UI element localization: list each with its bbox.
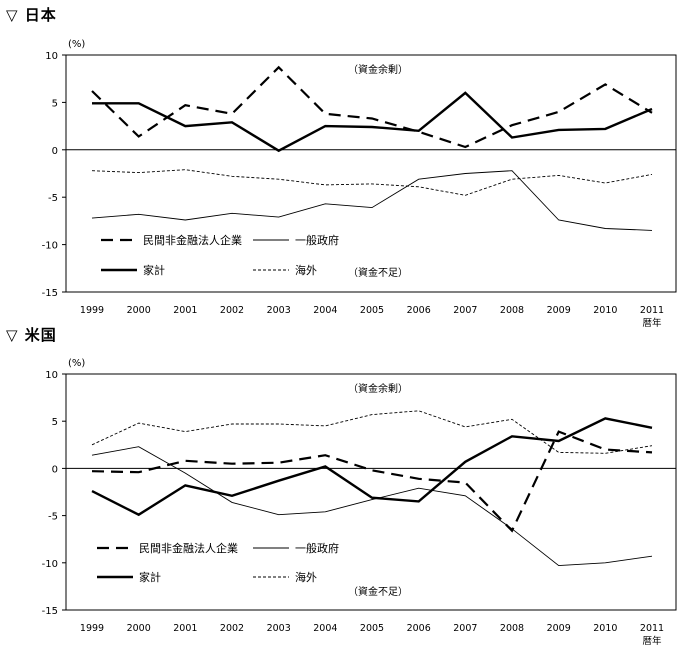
y-tick-label: -5 xyxy=(48,193,58,204)
series-line-us-0 xyxy=(91,430,653,533)
legend-label-japan-2: 家計 xyxy=(143,263,165,277)
series-line-japan-1 xyxy=(91,170,653,231)
legend-label-us-0: 民間非金融法人企業 xyxy=(139,541,238,555)
x-axis-suffix: 暦年 xyxy=(642,317,662,329)
legend-label-japan-1: 一般政府 xyxy=(295,233,339,247)
x-tick-label-2008: 2008 xyxy=(500,623,524,634)
x-tick-label-2003: 2003 xyxy=(267,623,291,634)
y-tick-label: 10 xyxy=(45,370,58,381)
x-tick-label-2004: 2004 xyxy=(313,305,337,316)
y-tick-label: -10 xyxy=(42,241,58,252)
x-tick-label-1999: 1999 xyxy=(80,623,104,634)
x-tick-label-2010: 2010 xyxy=(593,305,617,316)
y-tick-label: 0 xyxy=(52,146,58,157)
plot-frame xyxy=(65,373,677,611)
chart-title-us: ▽ 米国 xyxy=(6,326,57,344)
x-tick-label-2005: 2005 xyxy=(360,305,384,316)
y-tick-label: 5 xyxy=(52,98,58,109)
x-tick-label-2008: 2008 xyxy=(500,305,524,316)
y-tick-label: -15 xyxy=(42,606,58,617)
x-tick-label-2006: 2006 xyxy=(407,623,431,634)
series-line-japan-0 xyxy=(91,65,653,149)
us-chart-svg: 10 5 0 -5 -10 -15 (%) （資金余剰） （資金不足） 1999 2000 2001 2… xyxy=(42,358,677,647)
legend-label-japan-0: 民間非金融法人企業 xyxy=(143,233,242,247)
y-unit-label: (%) xyxy=(68,39,85,50)
deficit-label: （資金不足） xyxy=(348,585,408,598)
x-tick-label-2002: 2002 xyxy=(220,305,244,316)
y-tick-label: -10 xyxy=(42,559,58,570)
x-tick-label-1999: 1999 xyxy=(80,305,104,316)
series-line-japan-3 xyxy=(91,169,653,196)
x-tick-label-2002: 2002 xyxy=(220,623,244,634)
y-tick-label: -5 xyxy=(48,512,58,523)
x-tick-label-2007: 2007 xyxy=(453,305,477,316)
surplus-label: （資金余剰） xyxy=(348,63,408,76)
us-chart-panel: ▽ 米国 10 5 0 -5 -10 -15 (%) （資金余剰） （資金不足） 1999 2000… xyxy=(0,318,683,657)
series-line-japan-2 xyxy=(92,91,653,153)
x-tick-label-2007: 2007 xyxy=(453,623,477,634)
x-tick-label-2011: 2011 xyxy=(640,623,664,634)
x-tick-label-2000: 2000 xyxy=(127,623,151,634)
y-tick-label: 10 xyxy=(45,51,58,62)
legend-label-us-1: 一般政府 xyxy=(295,541,339,555)
x-tick-label-2011: 2011 xyxy=(640,305,664,316)
y-tick-label: -15 xyxy=(42,288,58,299)
plot-frame xyxy=(65,54,677,293)
x-tick-label-2000: 2000 xyxy=(127,305,151,316)
japan-chart-svg: 10 5 0 -5 -10 -15 (%) （資金余剰） （資金不足） 1999 2000 2001 2… xyxy=(42,39,677,329)
y-tick-label: 0 xyxy=(52,464,58,475)
series-line-us-2 xyxy=(91,417,653,517)
x-axis-suffix: 暦年 xyxy=(642,635,662,647)
x-tick-label-2004: 2004 xyxy=(313,623,337,634)
x-tick-label-2003: 2003 xyxy=(267,305,291,316)
x-tick-label-2006: 2006 xyxy=(407,305,431,316)
x-tick-label-2005: 2005 xyxy=(360,623,384,634)
x-tick-label-2009: 2009 xyxy=(547,623,571,634)
x-tick-label-2009: 2009 xyxy=(547,305,571,316)
legend-label-japan-3: 海外 xyxy=(295,263,317,277)
y-unit-label: (%) xyxy=(68,358,85,369)
surplus-label: （資金余剰） xyxy=(348,382,408,395)
y-tick-label: 5 xyxy=(52,417,58,428)
series-line-us-3 xyxy=(91,410,653,454)
legend-label-us-3: 海外 xyxy=(295,570,317,584)
japan-chart-panel: ▽ 日本 10 5 0 -5 -10 -15 (%) （資金余剰） （資金不足） 1999 2000… xyxy=(0,0,683,329)
legend-label-us-2: 家計 xyxy=(139,570,161,584)
x-tick-label-2001: 2001 xyxy=(173,623,197,634)
deficit-label: （資金不足） xyxy=(348,266,408,279)
x-tick-label-2010: 2010 xyxy=(593,623,617,634)
chart-title-japan: ▽ 日本 xyxy=(6,6,57,24)
series-line-us-1 xyxy=(91,446,653,567)
x-tick-label-2001: 2001 xyxy=(173,305,197,316)
